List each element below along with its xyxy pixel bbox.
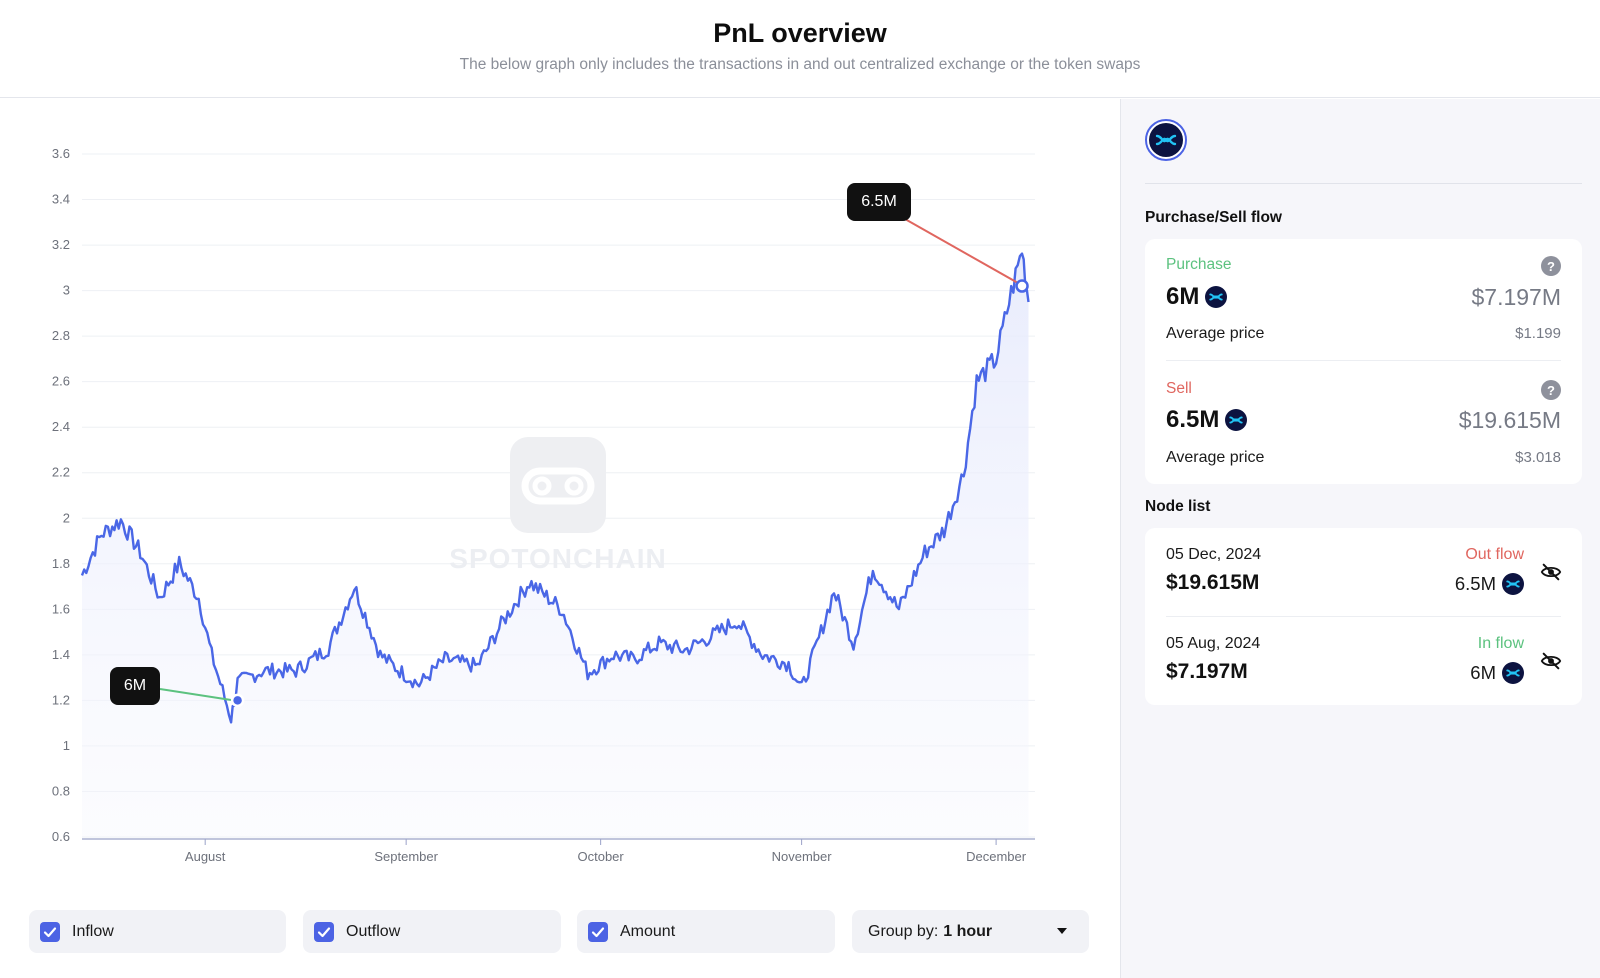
buy-amount-bubble: 6M (110, 667, 160, 705)
node-flow-type: Out flow (1465, 546, 1524, 563)
node-flow-type: In flow (1477, 635, 1524, 652)
y-tick-label: 2 (63, 510, 70, 525)
node-usd: $19.615M (1166, 571, 1260, 594)
node-usd: $7.197M (1166, 660, 1248, 683)
node-list-title: Node list (1145, 498, 1211, 515)
node-amount-value: 6M (1470, 662, 1496, 683)
eye-off-icon[interactable] (1540, 650, 1562, 672)
chart-controls: Inflow Outflow Amount Group by: 1 hour (0, 910, 1120, 954)
purchase-label: Purchase (1166, 256, 1232, 273)
token-icon (1225, 409, 1248, 431)
check-icon (317, 926, 331, 937)
pnl-chart[interactable]: 3.6 3.4 3.2 3 2.8 2.6 2.4 2.2 2 1.8 1.6 1.4 1.2 1 0.8 0… (0, 99, 1120, 889)
spotonchain-logo-icon (521, 467, 595, 505)
outflow-label: Outflow (346, 922, 401, 940)
sell-amount: 6.5M (1166, 406, 1248, 434)
sell-avg-value: $3.018 (1515, 449, 1561, 466)
outflow-toggle[interactable]: Outflow (303, 910, 561, 953)
sell-point[interactable] (1015, 279, 1029, 293)
x-tick-label: December (966, 849, 1027, 864)
node-date: 05 Dec, 2024 (1166, 546, 1262, 563)
sell-leader-line (904, 218, 1019, 284)
group-by-label: Group by: (868, 922, 939, 940)
y-tick-label: 3.6 (52, 146, 70, 161)
purchase-amount: 6M (1166, 283, 1228, 311)
purchase-amount-value: 6M (1166, 283, 1200, 310)
sell-label: Sell (1166, 380, 1192, 397)
sell-amount-value: 6.5M (1166, 406, 1220, 433)
page-header: PnL overview The below graph only includ… (0, 0, 1600, 98)
buy-point[interactable] (230, 693, 245, 708)
chart-svg[interactable]: 3.6 3.4 3.2 3 2.8 2.6 2.4 2.2 2 1.8 1.6 1.4 1.2 1 0.8 0… (0, 99, 1120, 889)
y-tick-label: 1.8 (52, 556, 70, 571)
sidebar: Purchase/Sell flow Purchase ? 6M $7.197M… (1120, 99, 1600, 978)
node-date: 05 Aug, 2024 (1166, 635, 1261, 652)
y-tick-label: 3.4 (52, 192, 70, 207)
amount-toggle[interactable]: Amount (577, 910, 835, 953)
x-tick-label: November (772, 849, 833, 864)
watermark: SPOTONCHAIN (449, 437, 666, 574)
watermark-text: SPOTONCHAIN (449, 543, 666, 574)
amount-label: Amount (620, 922, 676, 940)
y-tick-label: 0.6 (52, 829, 70, 844)
price-line[interactable] (80, 252, 1030, 724)
purchase-sell-card: Purchase ? 6M $7.197M Average price $1.1… (1145, 239, 1582, 484)
y-tick-label: 1.4 (52, 647, 70, 662)
sidebar-divider (1145, 183, 1582, 184)
price-area (82, 253, 1029, 838)
purchase-avg-label: Average price (1166, 325, 1265, 342)
group-by-value: 1 hour (943, 922, 993, 940)
sell-avg-label: Average price (1166, 449, 1265, 466)
token-logo-icon (1145, 119, 1187, 161)
inflow-checkbox[interactable] (40, 921, 60, 942)
outflow-checkbox[interactable] (314, 921, 334, 942)
x-tick-label: August (185, 849, 226, 864)
y-tick-label: 2.4 (52, 419, 70, 434)
sell-amount-bubble: 6.5M (847, 183, 911, 221)
y-tick-label: 0.8 (52, 783, 70, 798)
y-tick-label: 1 (63, 738, 70, 753)
help-icon[interactable]: ? (1541, 380, 1561, 400)
y-tick-label: 3 (63, 283, 70, 298)
node-amount: 6M (1470, 662, 1524, 684)
chevron-down-icon (1057, 928, 1067, 934)
y-tick-label: 1.2 (52, 692, 70, 707)
token-icon (1502, 573, 1524, 595)
group-by-select[interactable]: Group by: 1 hour (852, 910, 1089, 953)
check-icon (43, 926, 57, 937)
inflow-label: Inflow (72, 922, 114, 940)
token-icon (1502, 662, 1524, 684)
x-tick-label: October (578, 849, 625, 864)
sell-usd: $19.615M (1458, 407, 1561, 433)
purchase-usd: $7.197M (1471, 284, 1561, 310)
y-tick-label: 3.2 (52, 237, 70, 252)
eye-off-icon[interactable] (1540, 561, 1562, 583)
x-tick-label: September (374, 849, 438, 864)
help-icon[interactable]: ? (1541, 256, 1561, 276)
inflow-toggle[interactable]: Inflow (29, 910, 286, 953)
watermark-logo-box (510, 437, 606, 533)
card-divider (1166, 360, 1561, 361)
buy-leader-line (159, 688, 234, 702)
y-tick-label: 1.6 (52, 601, 70, 616)
y-tick-label: 2.2 (52, 465, 70, 480)
page-subtitle: The below graph only includes the transa… (459, 56, 1141, 73)
node-list-card: 05 Dec, 2024 $19.615M Out flow 6.5M 05 A… (1145, 528, 1582, 705)
node-amount-value: 6.5M (1454, 573, 1496, 594)
amount-checkbox[interactable] (588, 921, 608, 942)
token-icon (1205, 286, 1228, 308)
card-divider (1166, 616, 1561, 617)
purchase-sell-title: Purchase/Sell flow (1145, 209, 1282, 226)
page-title: PnL overview (713, 18, 887, 48)
y-tick-label: 2.8 (52, 328, 70, 343)
purchase-avg-value: $1.199 (1515, 325, 1561, 342)
node-amount: 6.5M (1455, 573, 1524, 595)
y-tick-label: 2.6 (52, 374, 70, 389)
check-icon (591, 926, 605, 937)
